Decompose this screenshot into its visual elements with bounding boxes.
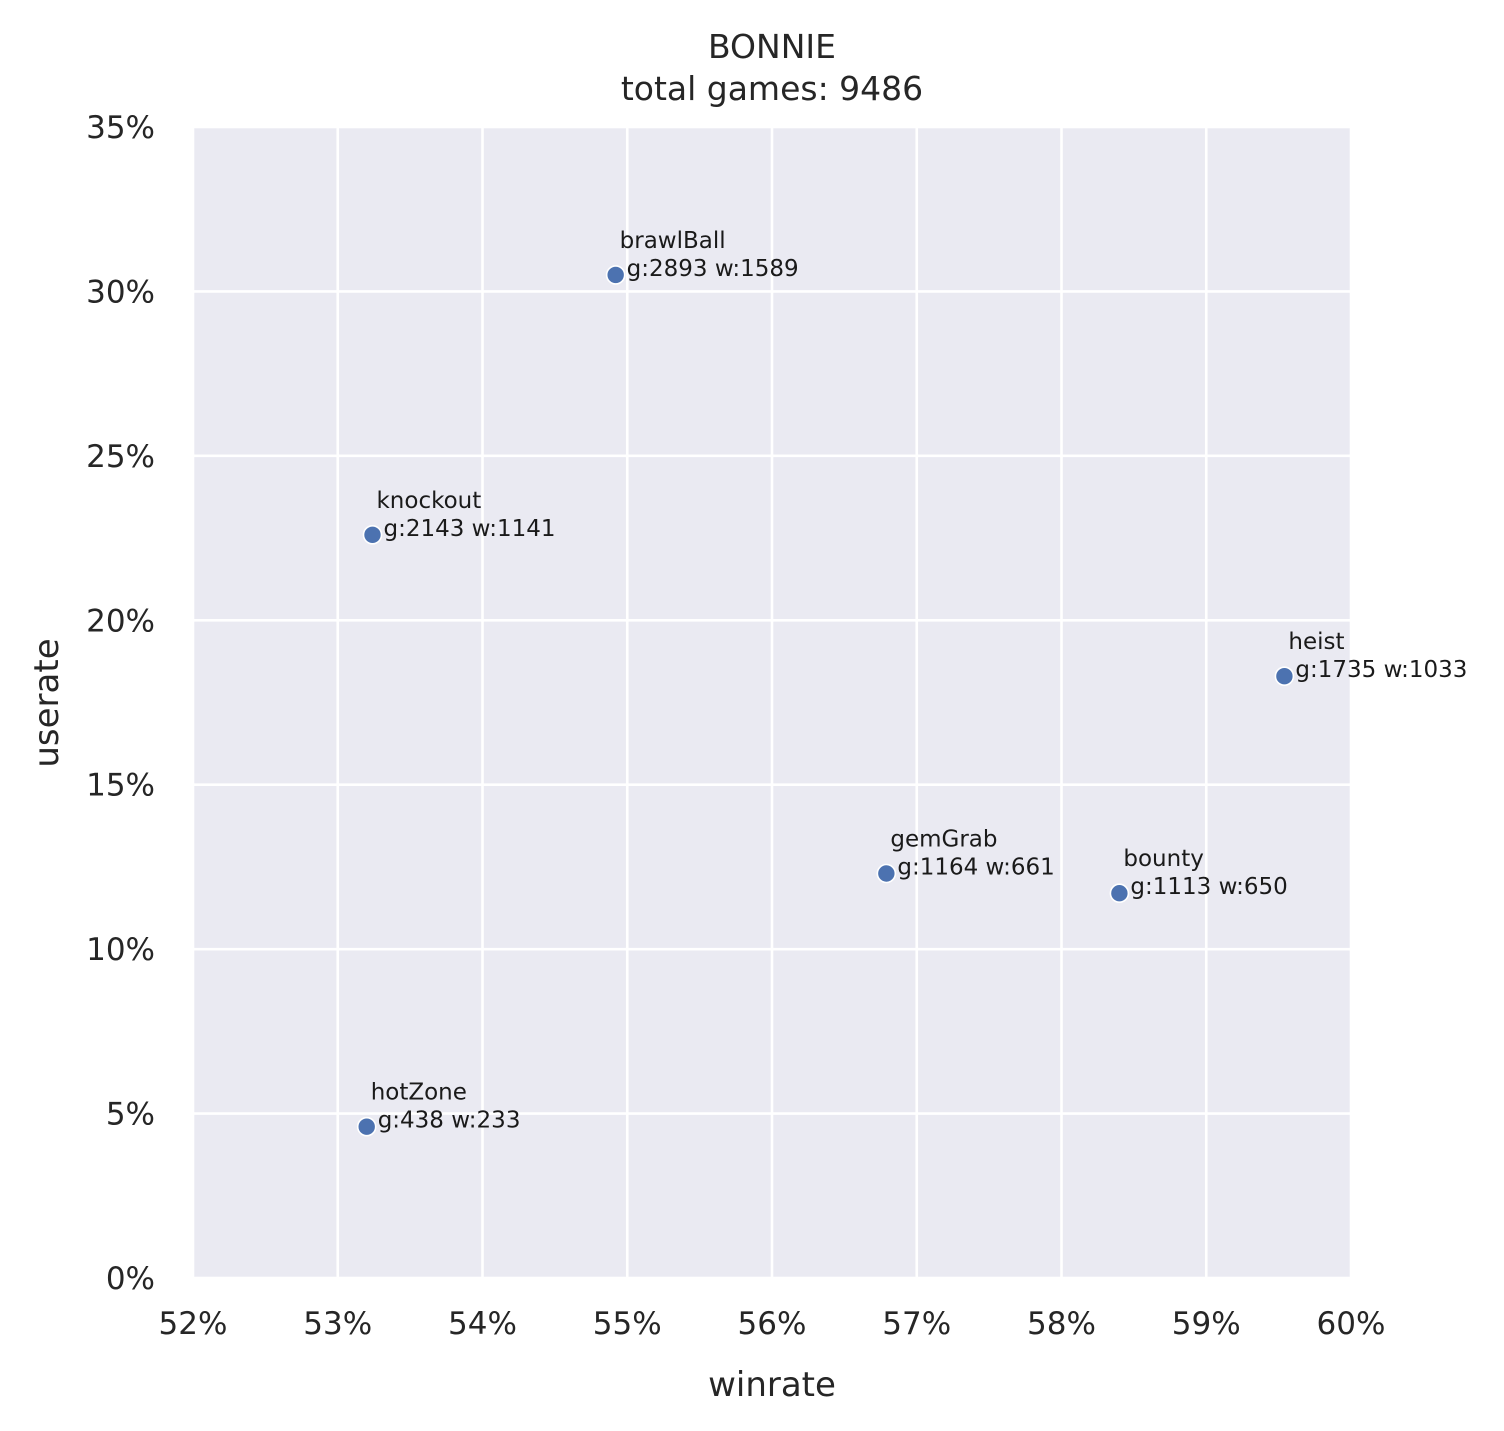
y-axis-label: userate (27, 638, 67, 767)
y-tick-label: 35% (86, 110, 155, 146)
x-axis-label: winrate (708, 1365, 836, 1405)
x-tick-label: 52% (159, 1306, 228, 1342)
point-info-label: g:438 w:233 (378, 1108, 521, 1134)
x-tick-label: 57% (882, 1306, 951, 1342)
data-point-gemGrab (876, 863, 897, 884)
x-tick-label: 58% (1027, 1306, 1096, 1342)
y-tick-label: 5% (106, 1097, 155, 1133)
data-point-bounty (1109, 883, 1130, 904)
point-name-label: heist (1288, 629, 1344, 655)
data-point-hotZone (356, 1116, 377, 1137)
x-axis-ticks: 52% 53% 54% 55% 56% 57% 58% 59% 60% (159, 1306, 1386, 1342)
y-tick-label: 0% (106, 1261, 155, 1297)
point-info-label: g:2893 w:1589 (627, 256, 799, 282)
point-info-label: g:1164 w:661 (897, 855, 1054, 881)
point-name-label: brawlBall (620, 228, 726, 254)
point-info-label: g:1113 w:650 (1130, 874, 1287, 900)
data-points (356, 265, 1295, 1137)
grid-lines (191, 125, 1353, 1280)
point-name-label: gemGrab (890, 827, 997, 853)
x-tick-label: 54% (448, 1306, 517, 1342)
y-tick-label: 20% (86, 603, 155, 639)
data-point-brawlBall (605, 265, 626, 285)
y-tick-label: 25% (86, 439, 155, 475)
x-tick-label: 53% (303, 1306, 372, 1342)
x-tick-label: 60% (1317, 1306, 1386, 1342)
data-point-heist (1274, 666, 1295, 686)
chart-title: BONNIE (708, 27, 836, 66)
y-axis-ticks: 0% 5% 10% 15% 20% 25% 30% 35% (86, 110, 155, 1297)
x-tick-label: 59% (1172, 1306, 1241, 1342)
data-point-knockout (362, 524, 383, 545)
point-info-label: g:2143 w:1141 (383, 516, 555, 542)
y-tick-label: 10% (86, 932, 155, 968)
point-info-label: g:1735 w:1033 (1295, 657, 1467, 683)
y-tick-label: 30% (86, 274, 155, 310)
x-tick-label: 56% (738, 1306, 807, 1342)
point-name-label: hotZone (371, 1080, 467, 1106)
point-name-label: bounty (1123, 846, 1203, 872)
chart-subtitle: total games: 9486 (621, 69, 923, 108)
x-tick-label: 55% (593, 1306, 662, 1342)
point-name-label: knockout (376, 488, 481, 514)
y-tick-label: 15% (86, 768, 155, 804)
